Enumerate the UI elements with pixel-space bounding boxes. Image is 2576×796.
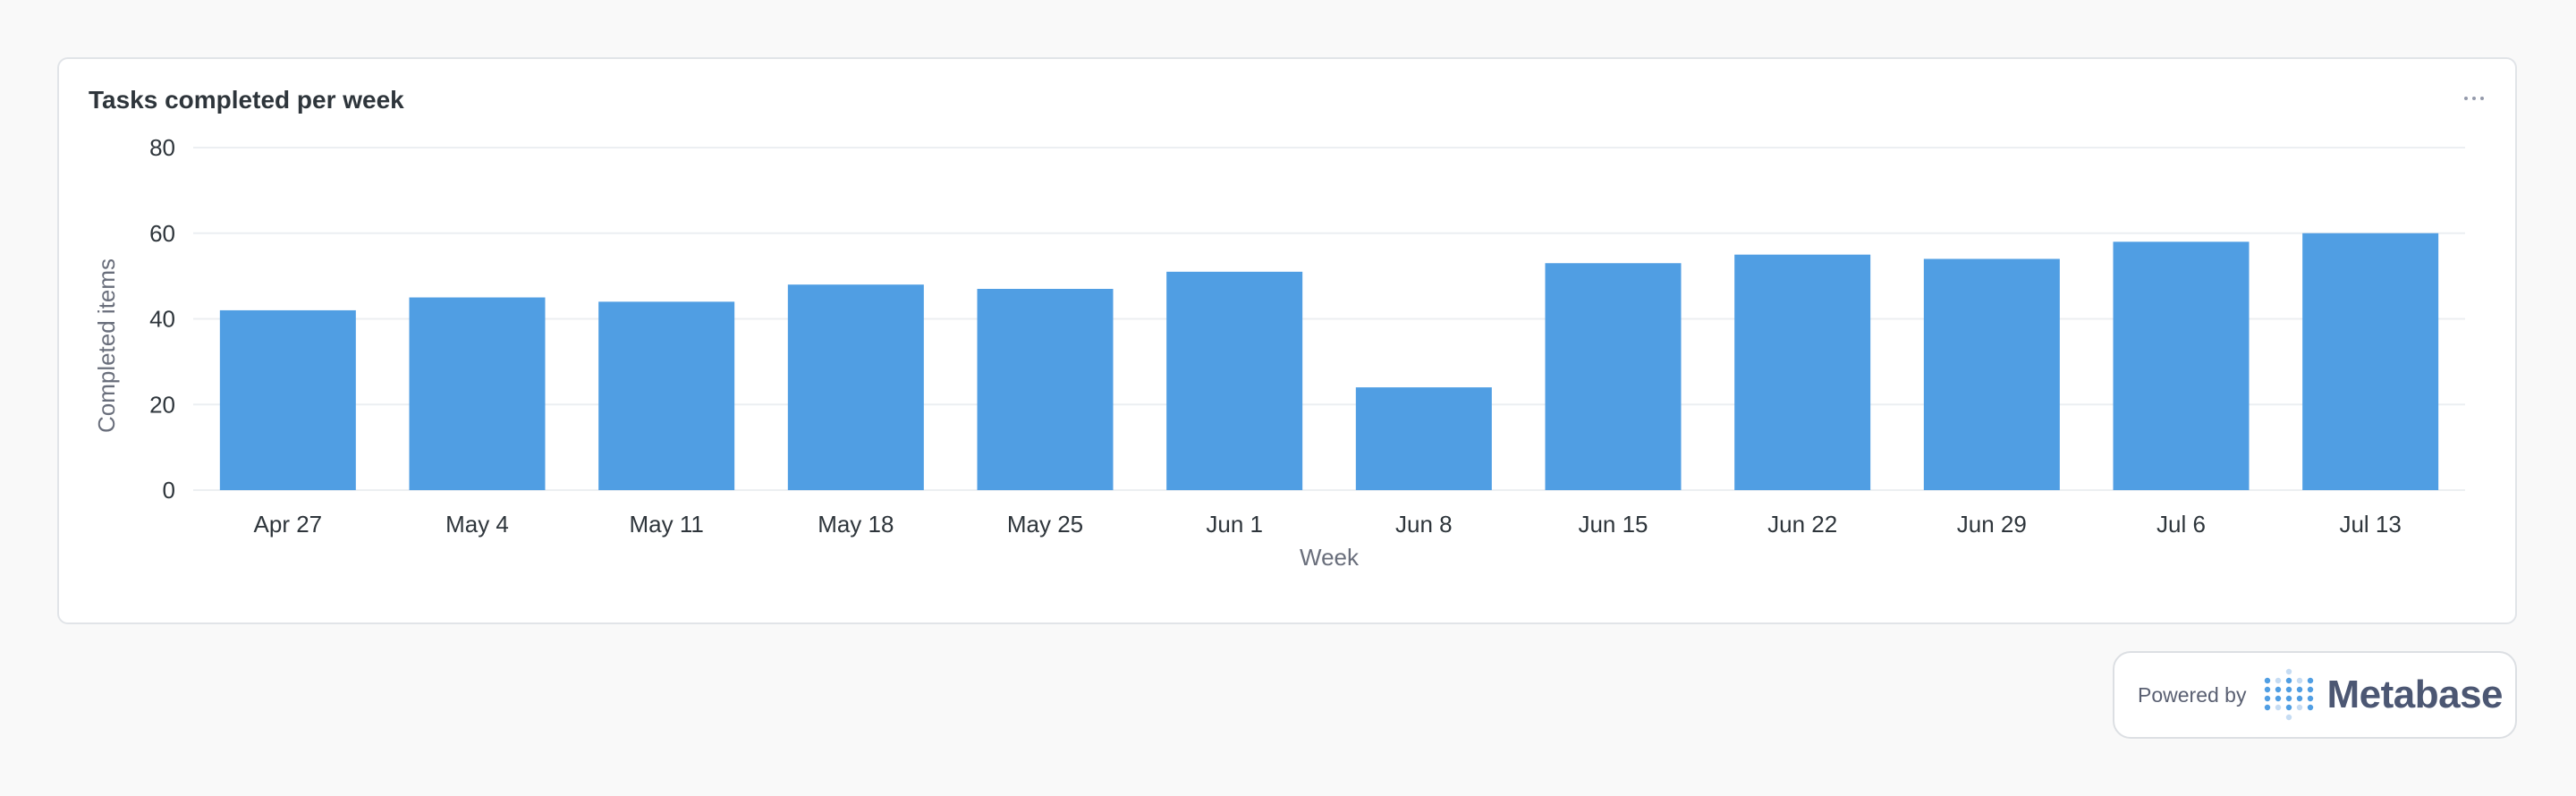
y-axis-ticks: 0 20 40 60 80 bbox=[149, 134, 175, 504]
card-title: Tasks completed per week bbox=[89, 86, 404, 114]
bar[interactable] bbox=[977, 288, 1114, 490]
x-tick-label: May 11 bbox=[629, 511, 703, 538]
more-dot-icon bbox=[2472, 97, 2476, 100]
bar[interactable] bbox=[787, 284, 924, 490]
y-tick-label: 20 bbox=[149, 391, 175, 418]
metabase-wordmark: Metabase bbox=[2326, 673, 2504, 716]
gridlines bbox=[193, 147, 2465, 491]
x-tick-label: May 4 bbox=[445, 511, 509, 538]
x-tick-label: Jun 29 bbox=[1957, 511, 2027, 538]
x-tick-label: Apr 27 bbox=[254, 511, 323, 538]
more-dot-icon bbox=[2480, 97, 2484, 100]
x-tick-label: Jul 6 bbox=[2157, 511, 2206, 538]
x-tick-label: Jun 22 bbox=[1767, 511, 1837, 538]
bar[interactable] bbox=[1734, 254, 1871, 490]
powered-by-badge[interactable]: Powered by Metabase bbox=[2113, 651, 2517, 739]
x-tick-label: May 18 bbox=[818, 511, 894, 538]
bar-chart: 0 20 40 60 80 Apr 27 May 4 May 11 May 18 May 25 J… bbox=[93, 134, 2465, 571]
y-axis-title: Completed items bbox=[93, 258, 120, 433]
x-tick-label: Jul 13 bbox=[2339, 511, 2401, 538]
x-tick-label: Jun 1 bbox=[1206, 511, 1263, 538]
bar[interactable] bbox=[409, 297, 546, 490]
x-axis-ticks: Apr 27 May 4 May 11 May 18 May 25 Jun 1 Jun 8 J… bbox=[254, 511, 2402, 538]
x-tick-label: May 25 bbox=[1007, 511, 1083, 538]
bar[interactable] bbox=[219, 309, 356, 490]
bar[interactable] bbox=[1166, 271, 1303, 490]
x-axis-title: Week bbox=[1300, 544, 1360, 571]
y-tick-label: 0 bbox=[163, 477, 175, 504]
bar[interactable] bbox=[2302, 233, 2439, 490]
metabase-logo-icon bbox=[2265, 668, 2314, 721]
y-tick-label: 80 bbox=[149, 134, 175, 161]
y-tick-label: 60 bbox=[149, 220, 175, 247]
bar[interactable] bbox=[1923, 258, 2060, 490]
y-tick-label: 40 bbox=[149, 306, 175, 333]
question-card: Tasks completed per week 0 20 40 60 80 Apr 2… bbox=[57, 57, 2517, 624]
bar[interactable] bbox=[598, 301, 735, 490]
bar[interactable] bbox=[1355, 387, 1492, 490]
more-dot-icon bbox=[2464, 97, 2468, 100]
powered-by-text: Powered by bbox=[2138, 682, 2247, 707]
bar[interactable] bbox=[2113, 241, 2250, 490]
more-options-button[interactable] bbox=[2458, 86, 2490, 111]
x-tick-label: Jun 15 bbox=[1578, 511, 1648, 538]
bar[interactable] bbox=[1545, 263, 1682, 490]
bars bbox=[219, 233, 2439, 490]
x-tick-label: Jun 8 bbox=[1395, 511, 1453, 538]
